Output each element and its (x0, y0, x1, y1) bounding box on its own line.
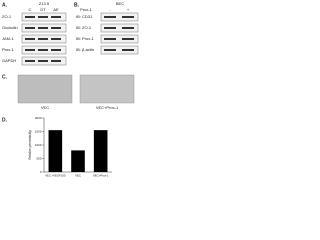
bar (93, 130, 108, 172)
blot-frame (100, 23, 139, 33)
x-tick-label: VEC +VEGF165 (45, 174, 66, 178)
y-tick-label: 0 (40, 170, 42, 174)
band (38, 49, 48, 51)
y-tick-label: 2000 (35, 116, 42, 120)
image-label: VEC (41, 105, 49, 110)
x-tick-label: VEC (75, 174, 81, 178)
y-axis-label: Relative permeability (28, 130, 32, 160)
row-label: IB: Prox-1 (76, 36, 95, 41)
bar (48, 130, 63, 172)
band (104, 49, 116, 51)
x-tick-label: VEC+Prox-1 (93, 174, 109, 178)
band (51, 27, 61, 29)
y-tick-label: 500 (36, 156, 41, 160)
column-title: Prox-1 (80, 7, 93, 12)
row-label: JAM-1 (2, 36, 14, 41)
row-label: IB: CD31 (76, 14, 93, 19)
band (51, 16, 61, 18)
row-label: Prox-1 (2, 47, 15, 52)
row-label: IB: ZO-1 (76, 25, 92, 30)
micrograph (79, 74, 135, 104)
band (104, 27, 116, 29)
y-tick-label: 1000 (35, 143, 42, 147)
column-label: - (109, 7, 111, 12)
row-label: Occludin (2, 25, 18, 30)
band (51, 49, 61, 51)
band (104, 16, 116, 18)
band (122, 27, 134, 29)
micrograph (17, 74, 73, 104)
column-label: + (127, 7, 130, 12)
panel-label: D. (2, 117, 8, 123)
band (51, 60, 61, 62)
band (38, 60, 48, 62)
blot-frame (100, 34, 139, 44)
band (122, 38, 134, 40)
band (25, 27, 35, 29)
image-label: VEC+Prox-1 (96, 105, 119, 110)
panel-label: A. (2, 2, 8, 8)
band (122, 49, 134, 51)
band (51, 38, 61, 40)
band (104, 38, 116, 40)
panel-label: B. (74, 2, 80, 8)
column-label: DT (40, 7, 46, 12)
band (38, 27, 48, 29)
band (25, 60, 35, 62)
band (38, 16, 48, 18)
band (122, 16, 134, 18)
header: BEC (116, 1, 124, 6)
blot-frame (100, 45, 139, 55)
band (38, 38, 48, 40)
column-label: AE (53, 7, 59, 12)
panel-label: C. (2, 74, 8, 80)
band (25, 16, 35, 18)
y-tick-label: 1500 (35, 129, 42, 133)
figure: A. Z13.5 B. BEC Prox-1 C. D. C DT AE ZO-1 Oc… (2, 1, 139, 178)
blot-frame (100, 12, 139, 22)
header: Z13.5 (39, 1, 50, 6)
column-label: C (29, 7, 32, 12)
band (25, 49, 35, 51)
row-label: GAPDH (2, 58, 16, 63)
band (25, 38, 35, 40)
row-label: ZO-1 (2, 14, 12, 19)
row-label: IB: β-actin (76, 47, 94, 52)
bar (71, 150, 85, 172)
